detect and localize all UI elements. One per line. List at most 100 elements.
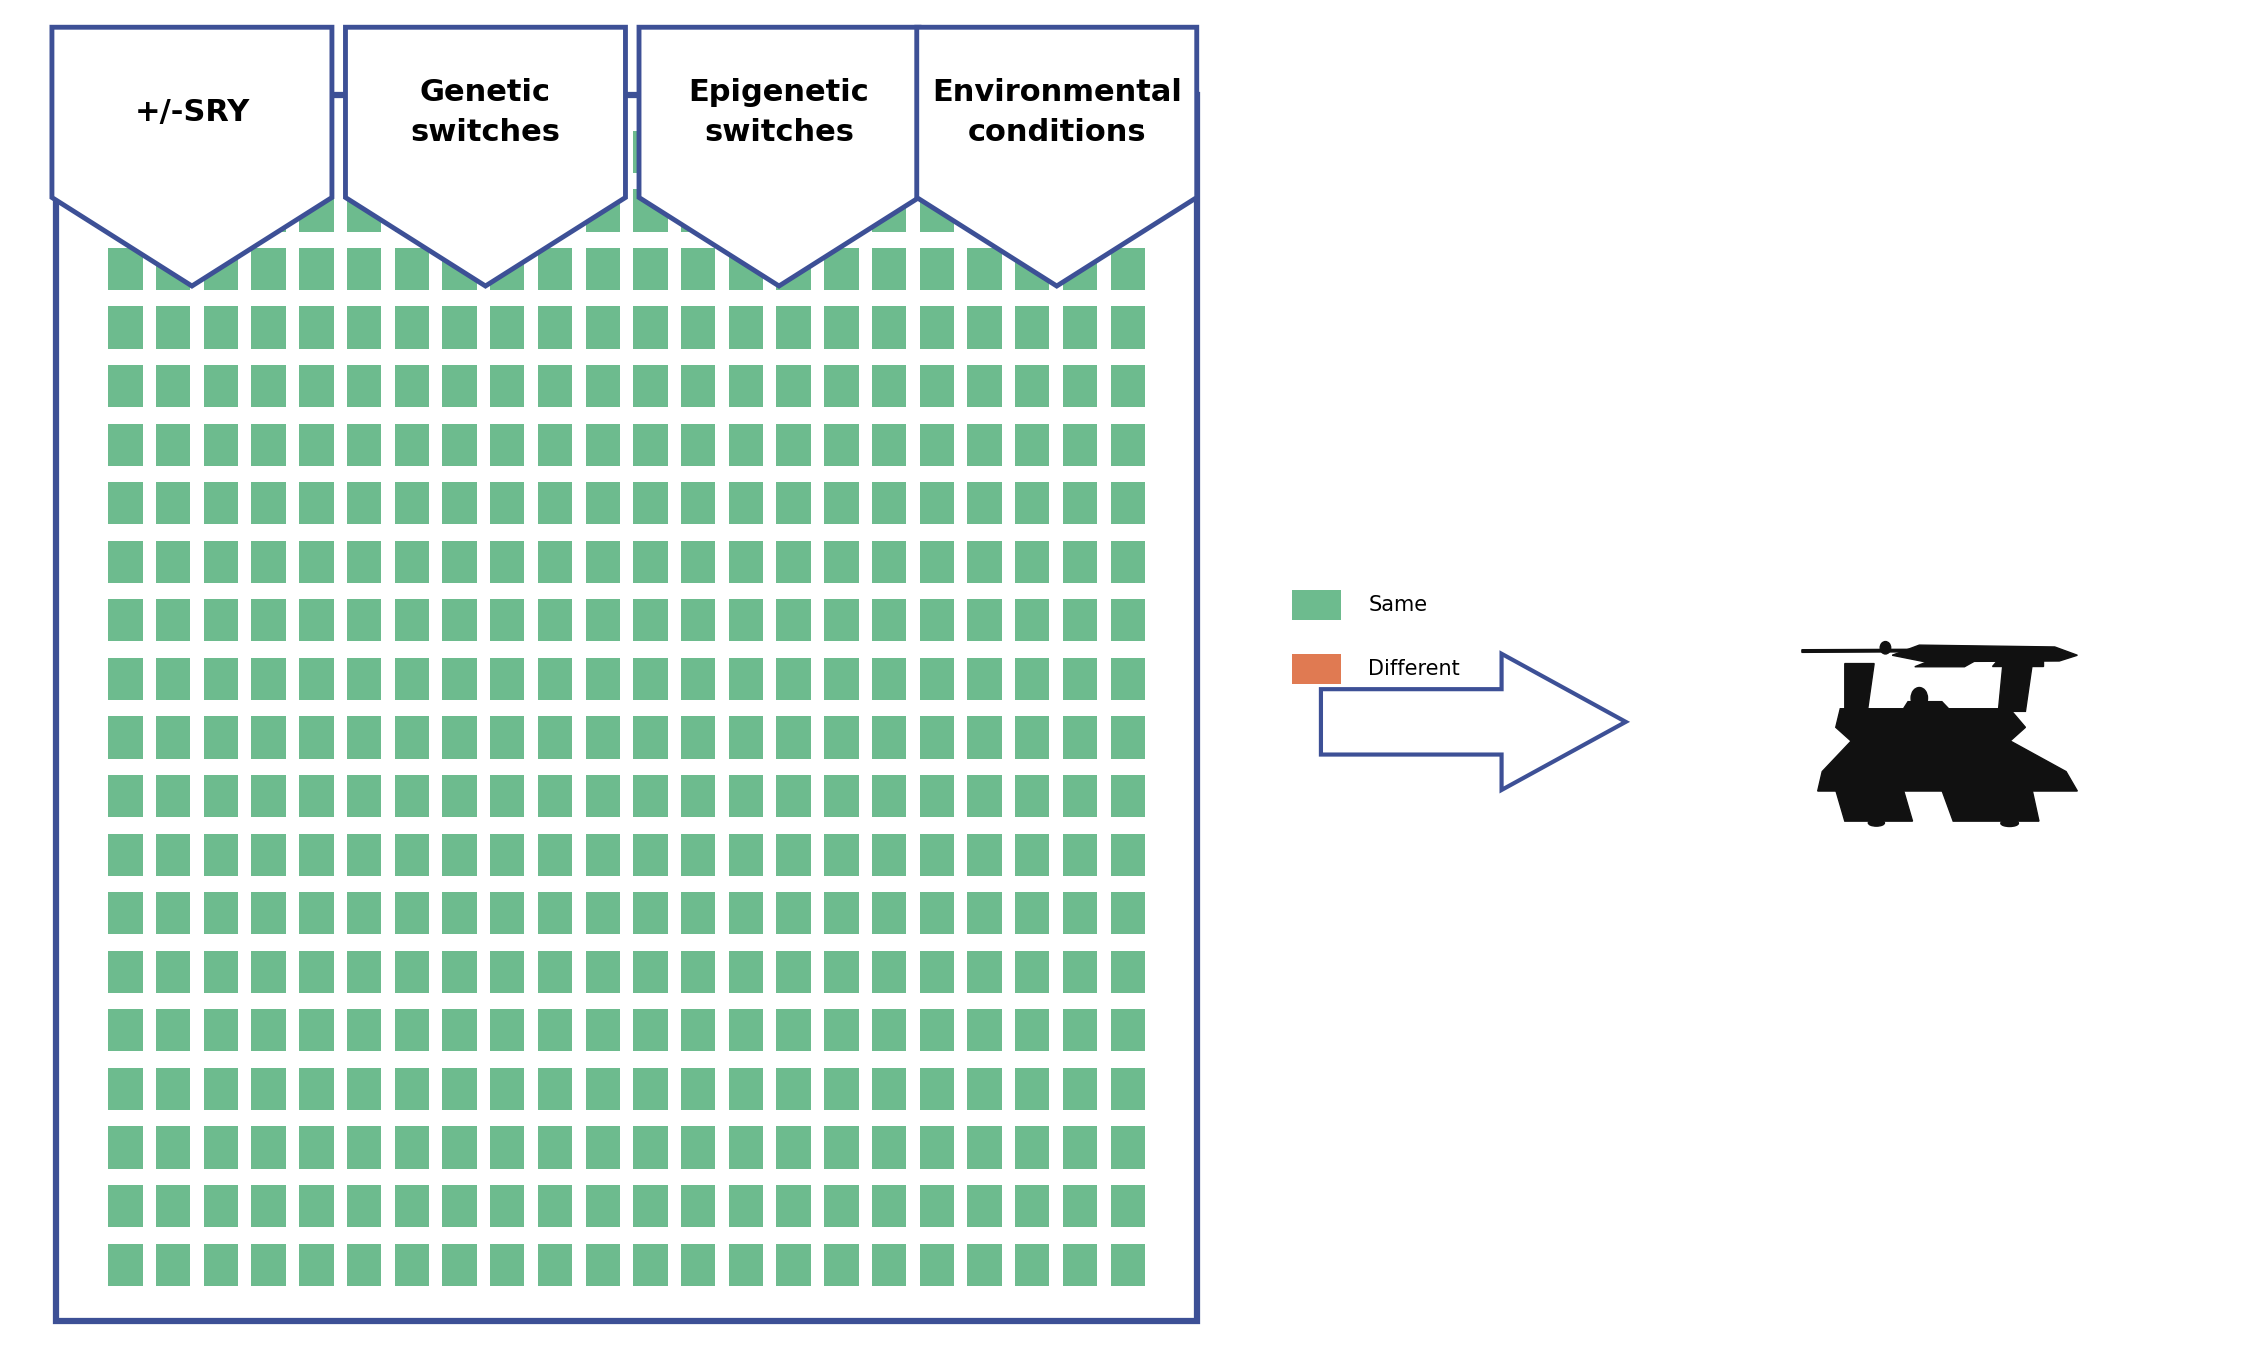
Bar <box>443 599 476 642</box>
Bar <box>824 775 858 817</box>
Bar <box>537 716 571 759</box>
Bar <box>585 658 621 700</box>
Bar <box>1111 1185 1145 1227</box>
Bar <box>729 482 763 524</box>
Bar <box>1016 189 1050 232</box>
Bar <box>537 834 571 876</box>
Bar <box>632 1009 668 1051</box>
Bar <box>490 248 524 290</box>
Bar <box>682 951 716 993</box>
Bar <box>537 131 571 173</box>
Bar <box>537 1185 571 1227</box>
Bar <box>156 365 190 407</box>
Bar <box>203 1068 237 1110</box>
Bar <box>682 306 716 349</box>
Bar <box>251 892 287 934</box>
Bar <box>585 365 621 407</box>
Polygon shape <box>345 27 625 286</box>
Bar <box>443 306 476 349</box>
Bar <box>300 1126 334 1169</box>
Bar <box>777 424 811 466</box>
Text: Genetic
switches: Genetic switches <box>411 78 560 147</box>
Bar <box>1016 541 1050 583</box>
Bar <box>108 834 142 876</box>
Bar <box>1016 716 1050 759</box>
Bar <box>490 775 524 817</box>
Bar <box>348 131 382 173</box>
Bar <box>966 892 1003 934</box>
Bar <box>156 1244 190 1286</box>
Bar <box>585 1009 621 1051</box>
Bar <box>203 482 237 524</box>
Bar <box>1016 248 1050 290</box>
Bar <box>1111 1068 1145 1110</box>
Bar <box>203 658 237 700</box>
Bar <box>824 658 858 700</box>
Bar <box>632 834 668 876</box>
Bar <box>824 306 858 349</box>
Bar <box>156 189 190 232</box>
Bar <box>203 131 237 173</box>
Bar <box>729 1185 763 1227</box>
Bar <box>348 482 382 524</box>
Bar <box>443 834 476 876</box>
Bar <box>348 1126 382 1169</box>
Bar <box>108 1126 142 1169</box>
Bar <box>729 424 763 466</box>
Bar <box>490 834 524 876</box>
Bar <box>108 248 142 290</box>
Bar <box>824 951 858 993</box>
Bar <box>1111 365 1145 407</box>
Bar <box>537 1068 571 1110</box>
Bar <box>585 424 621 466</box>
Bar <box>632 716 668 759</box>
Bar <box>348 365 382 407</box>
Bar <box>156 541 190 583</box>
Bar <box>537 248 571 290</box>
Bar <box>777 482 811 524</box>
Bar <box>966 834 1003 876</box>
Bar <box>108 892 142 934</box>
Bar <box>777 541 811 583</box>
Bar <box>490 482 524 524</box>
Bar <box>777 189 811 232</box>
Bar <box>300 189 334 232</box>
Bar <box>966 599 1003 642</box>
Bar <box>1111 716 1145 759</box>
Bar <box>203 248 237 290</box>
Bar <box>824 1185 858 1227</box>
Bar <box>1111 834 1145 876</box>
Bar <box>443 365 476 407</box>
Bar <box>443 424 476 466</box>
Bar <box>682 834 716 876</box>
Bar <box>777 834 811 876</box>
Bar <box>872 306 905 349</box>
Bar <box>251 365 287 407</box>
Bar <box>490 892 524 934</box>
Bar <box>395 834 429 876</box>
Bar <box>777 306 811 349</box>
Bar <box>585 1126 621 1169</box>
Bar <box>919 365 953 407</box>
Polygon shape <box>1802 650 1919 652</box>
Bar <box>1064 1009 1097 1051</box>
Bar <box>348 1185 382 1227</box>
Bar <box>251 541 287 583</box>
Bar <box>348 775 382 817</box>
Bar <box>1292 654 1341 684</box>
Bar <box>919 541 953 583</box>
Bar <box>108 541 142 583</box>
Bar <box>919 716 953 759</box>
Polygon shape <box>52 27 332 286</box>
Bar <box>443 131 476 173</box>
Bar <box>632 482 668 524</box>
Bar <box>251 599 287 642</box>
Bar <box>1016 424 1050 466</box>
Bar <box>919 306 953 349</box>
Bar <box>348 658 382 700</box>
Bar <box>395 365 429 407</box>
Bar <box>251 189 287 232</box>
Bar <box>443 716 476 759</box>
Bar <box>251 248 287 290</box>
Bar <box>300 248 334 290</box>
